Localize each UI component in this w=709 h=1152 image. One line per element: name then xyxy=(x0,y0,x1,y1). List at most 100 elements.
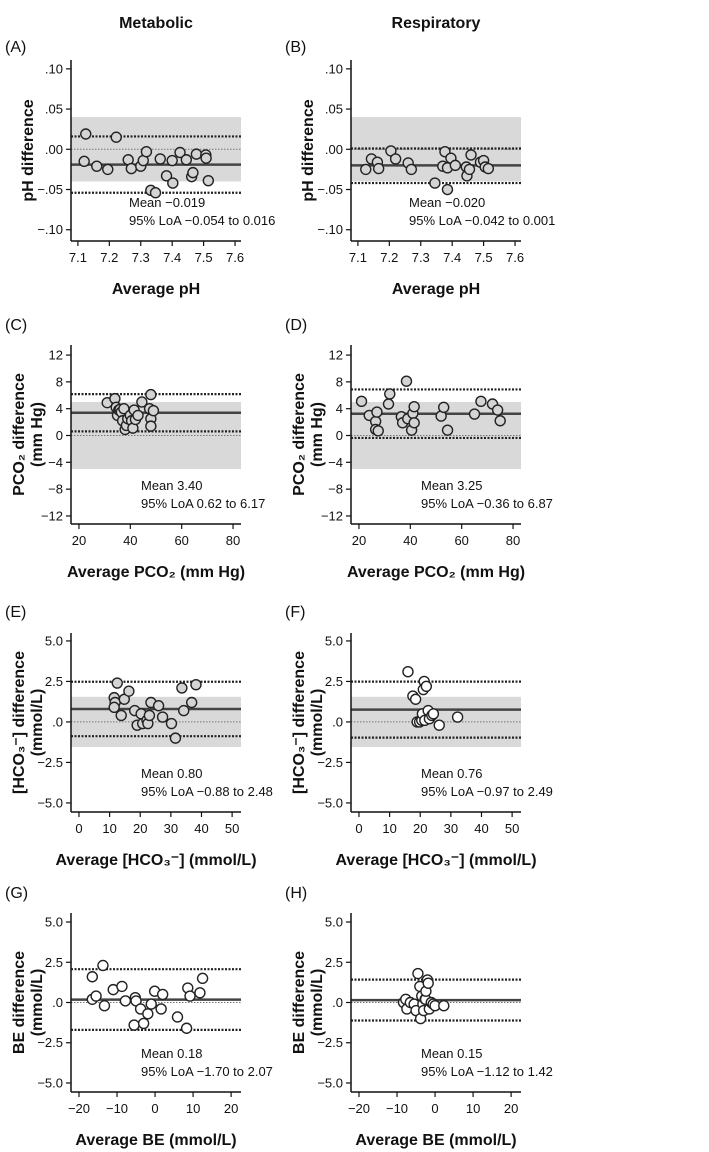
panel-b: (B) .10 .05 .00 −.05 −.10 7.1 7.2 7.3 7.4 7.5 7.6 Av… xyxy=(285,39,555,298)
loa-annotation: 95% LoA −0.97 to 2.49 xyxy=(421,784,553,799)
y-axis-title: BE difference xyxy=(291,951,308,1054)
y-tick-label: 4 xyxy=(56,401,63,416)
data-point xyxy=(438,401,450,414)
x-axis-title: Average [HCO₃⁻] (mmol/L) xyxy=(335,852,536,869)
y-tick-label: −2.5 xyxy=(37,1035,63,1050)
x-tick-label: 7.6 xyxy=(506,250,524,265)
data-point xyxy=(115,709,127,722)
y-axis-title-units: (mmol/L) xyxy=(29,689,46,757)
data-point xyxy=(491,404,504,416)
data-point xyxy=(427,708,440,720)
y-axis-title-units: (mmol/L) xyxy=(309,689,326,757)
data-point xyxy=(420,680,433,692)
data-point xyxy=(149,187,162,199)
data-point xyxy=(137,1017,150,1030)
y-tick-label: .05 xyxy=(325,102,343,117)
y-tick-label: 4 xyxy=(336,401,343,416)
y-tick-label: 5.0 xyxy=(45,633,63,648)
data-point xyxy=(142,1008,154,1020)
data-point xyxy=(145,420,157,432)
y-tick-label: .0 xyxy=(332,995,343,1010)
x-tick-label: 0 xyxy=(355,821,362,836)
data-point xyxy=(405,163,418,176)
x-tick-label: 7.2 xyxy=(380,250,398,265)
data-point xyxy=(154,153,166,165)
x-tick-label: 30 xyxy=(444,821,458,836)
data-point xyxy=(91,160,103,172)
panel-e: (E) 5.0 2.5 .0 −2.5 −5.0 0 10 20 30 40 50 Average [H… xyxy=(5,604,273,869)
y-tick-label: −4 xyxy=(328,455,343,470)
y-tick-label: 12 xyxy=(49,348,63,363)
data-point xyxy=(468,408,481,420)
mean-annotation: Mean −0.020 xyxy=(409,195,485,210)
data-point xyxy=(180,154,193,166)
x-tick-label: 7.5 xyxy=(195,250,213,265)
loa-annotation: 95% LoA −0.042 to 0.001 xyxy=(409,213,555,228)
x-tick-label: 40 xyxy=(123,533,137,548)
data-point xyxy=(128,1019,140,1031)
y-tick-label: −5.0 xyxy=(317,795,343,810)
x-tick-label: 7.6 xyxy=(226,250,244,265)
x-tick-label: 7.4 xyxy=(163,250,181,265)
x-tick-label: −10 xyxy=(386,1101,408,1116)
x-tick-label: 0 xyxy=(151,1101,158,1116)
data-point xyxy=(140,146,153,158)
data-point xyxy=(108,701,120,714)
x-tick-label: 20 xyxy=(72,533,86,548)
y-tick-label: 2.5 xyxy=(325,955,343,970)
x-tick-label: 20 xyxy=(224,1101,238,1116)
data-point xyxy=(465,149,477,161)
x-tick-label: 20 xyxy=(413,821,427,836)
loa-annotation: 95% LoA −1.70 to 2.07 xyxy=(141,1064,273,1079)
y-tick-label: −12 xyxy=(41,508,63,523)
x-tick-label: 10 xyxy=(466,1101,480,1116)
data-point xyxy=(412,967,424,980)
x-tick-label: 7.1 xyxy=(69,250,87,265)
y-tick-label: 5.0 xyxy=(325,915,343,930)
data-point xyxy=(400,375,413,387)
x-tick-label: 20 xyxy=(352,533,366,548)
y-tick-label: −.05 xyxy=(317,182,343,197)
data-point xyxy=(171,1011,184,1023)
panel-label: (F) xyxy=(285,604,305,621)
data-point xyxy=(86,971,98,983)
x-tick-label: 60 xyxy=(174,533,188,548)
mean-annotation: Mean 3.25 xyxy=(421,478,482,493)
y-tick-label: −5.0 xyxy=(37,1075,63,1090)
y-axis-title-units: (mmol/L) xyxy=(309,969,326,1037)
x-axis-title: Average pH xyxy=(392,281,480,298)
y-tick-label: −.10 xyxy=(37,222,63,237)
data-point xyxy=(429,177,441,189)
data-point xyxy=(194,987,206,999)
data-point xyxy=(463,163,476,176)
y-tick-label: −.05 xyxy=(37,182,63,197)
data-point xyxy=(200,152,212,164)
data-point xyxy=(408,400,420,413)
data-point xyxy=(389,153,402,165)
x-tick-label: 7.5 xyxy=(475,250,493,265)
data-point xyxy=(116,980,128,993)
data-point xyxy=(102,163,114,176)
data-point xyxy=(119,995,132,1007)
y-tick-label: 5.0 xyxy=(325,633,343,648)
x-tick-label: 80 xyxy=(506,533,520,548)
loa-annotation: 95% LoA −0.88 to 2.48 xyxy=(141,784,273,799)
y-tick-label: −2.5 xyxy=(37,755,63,770)
data-point xyxy=(156,988,169,1001)
data-point xyxy=(402,666,414,678)
column-title-respiratory: Respiratory xyxy=(392,15,481,32)
x-axis-title: Average BE (mmol/L) xyxy=(355,1132,516,1149)
data-point xyxy=(384,388,396,400)
data-point xyxy=(156,711,169,723)
x-tick-label: 60 xyxy=(454,533,468,548)
mean-annotation: Mean −0.019 xyxy=(129,195,205,210)
data-point xyxy=(494,415,506,427)
x-tick-label: 50 xyxy=(225,821,239,836)
data-point xyxy=(451,711,464,723)
y-tick-label: −12 xyxy=(321,508,343,523)
panel-label: (B) xyxy=(285,39,306,56)
y-tick-label: .0 xyxy=(52,714,63,729)
mean-annotation: Mean 0.15 xyxy=(421,1046,482,1061)
